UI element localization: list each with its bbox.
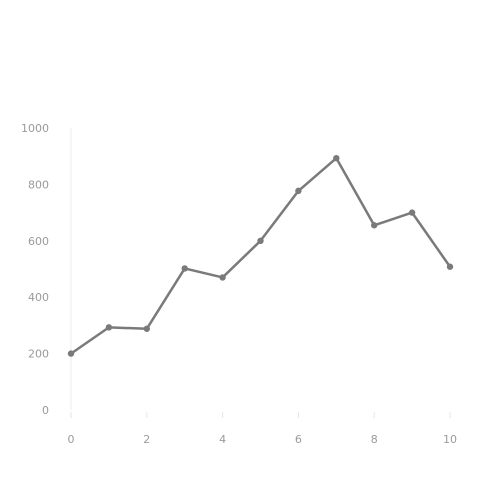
data-point	[371, 222, 377, 228]
x-tick-label: 10	[443, 433, 457, 446]
data-point	[106, 324, 112, 330]
data-point	[182, 265, 188, 271]
x-tick-label: 8	[371, 433, 378, 446]
data-point	[295, 188, 301, 194]
data-point	[144, 326, 150, 332]
data-point	[257, 238, 263, 244]
series-line	[71, 158, 450, 353]
data-point	[68, 350, 74, 356]
x-tick-label: 2	[143, 433, 150, 446]
y-tick-label: 400	[28, 291, 49, 304]
data-point	[333, 155, 339, 161]
y-tick-label: 200	[28, 348, 49, 361]
data-point	[447, 264, 453, 270]
x-tick-label: 6	[295, 433, 302, 446]
y-tick-label: 800	[28, 178, 49, 191]
axes: 0 200 400 600 800 1000 0 2 4 6 8 10	[21, 122, 457, 446]
y-tick-label: 1000	[21, 122, 49, 135]
series-layer	[68, 155, 453, 357]
x-tick-label: 4	[219, 433, 226, 446]
y-tick-label: 0	[42, 404, 49, 417]
data-point	[409, 209, 415, 215]
data-point	[219, 274, 225, 280]
y-tick-label: 600	[28, 235, 49, 248]
x-tick-label: 0	[68, 433, 75, 446]
